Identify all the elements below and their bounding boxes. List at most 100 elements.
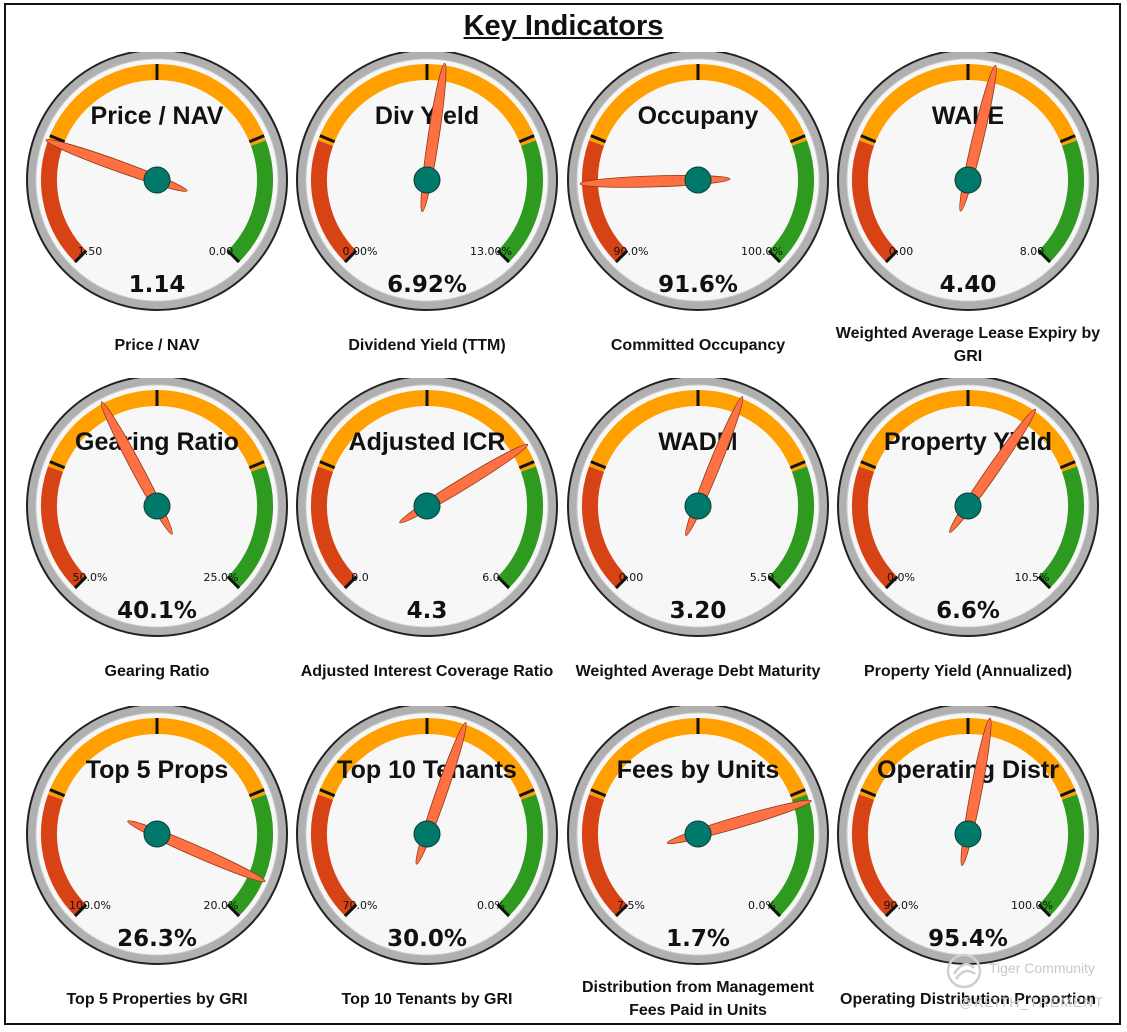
gauge-min-label: 0.0: [351, 571, 369, 584]
gauge-band-green: [768, 466, 814, 589]
gauge-min-label: 0.00: [889, 245, 914, 258]
gauge-tick: [49, 134, 66, 144]
gauge-tick: [248, 788, 265, 798]
gauge-tick: [789, 788, 806, 798]
gauge-name: Fees by Units: [617, 756, 780, 784]
gauge-card: Price / NAV 1.50 0.00 1.14 Price / NAV: [22, 52, 292, 378]
gauge-dial: Top 10 Tenants 70.0% 0.0% 30.0%: [296, 706, 558, 965]
gauge-band-red: [41, 794, 87, 917]
gauge-tick: [496, 903, 511, 918]
gauge-min-label: 90.0%: [884, 899, 919, 912]
gauge-dial: Gearing Ratio 50.0% 25.0% 40.1%: [26, 378, 288, 637]
gauge-min-label: 50.0%: [73, 571, 108, 584]
gauge-tick: [1037, 575, 1052, 590]
gauge-value: 1.14: [129, 272, 186, 298]
gauge-value: 4.40: [940, 272, 997, 298]
gauge-tick: [884, 903, 899, 918]
gauge-tick: [518, 788, 535, 798]
gauge-band-green: [768, 140, 814, 263]
gauge-min-label: 7.5%: [617, 899, 645, 912]
gauge-dial: Top 5 Props 100.0% 20.0% 26.3%: [26, 706, 288, 965]
gauge-tick: [590, 460, 607, 470]
watermark: Tiger Community @KEITH_TREMENT: [945, 948, 1115, 1018]
gauge-dial: Occupany 90.0% 100.0% 91.6%: [567, 52, 829, 311]
gauge-hub: [413, 492, 441, 520]
gauge-tick: [1037, 249, 1052, 264]
gauge-max-label: 100.0%: [1011, 899, 1053, 912]
gauge-band-green: [1038, 466, 1084, 589]
gauge-name: Occupany: [638, 102, 759, 130]
gauge-tick: [319, 134, 336, 144]
gauge-dial: Property Yield 0.0% 10.5% 6.6%: [837, 378, 1099, 637]
gauge-tick: [767, 903, 782, 918]
gauge-band-green: [1038, 794, 1084, 917]
gauge-name: Price / NAV: [91, 102, 224, 130]
gauge-name: Top 5 Props: [86, 756, 229, 784]
gauge-dial: Adjusted ICR 0.0 6.0 4.3: [296, 378, 558, 637]
gauge-value: 4.3: [407, 598, 448, 624]
gauge-hub: [954, 492, 982, 520]
gauge-caption: Adjusted Interest Coverage Ratio: [300, 663, 554, 680]
gauge-band-red: [41, 140, 87, 263]
gauge-band-green: [497, 466, 543, 589]
gauge-value: 3.20: [670, 598, 727, 624]
gauge-hub: [143, 492, 171, 520]
dashboard-frame: [4, 3, 1121, 1025]
gauge-band-green: [1038, 140, 1084, 263]
gauge-band-red: [852, 466, 898, 589]
gauge-band-red: [852, 140, 898, 263]
gauge-hub: [954, 820, 982, 848]
gauge-tick: [73, 249, 88, 264]
gauge-card: WADM 0.00 5.50 3.20 Weighted Average Debt Ma…: [563, 378, 833, 704]
gauge-card: Fees by Units 7.5% 0.0% 1.7% Distribution fr…: [563, 706, 833, 1032]
watermark-user: @KEITH_TREMENT: [959, 994, 1104, 1010]
gauge-caption: Distribution from Management Fees Paid i…: [581, 979, 814, 1019]
tiger-logo-icon: [946, 953, 982, 989]
gauge-band-green: [768, 794, 814, 917]
gauge-value: 91.6%: [658, 272, 738, 298]
gauge-tick: [226, 575, 241, 590]
gauge-value: 6.6%: [936, 598, 1000, 624]
gauge-dial: WALE 0.00 8.00 4.40: [837, 52, 1099, 311]
gauge-name: Div Yield: [375, 102, 479, 130]
gauge-min-label: 0.0%: [887, 571, 915, 584]
gauge-min-label: 1.50: [78, 245, 103, 258]
gauge-card: Div Yield 0.00% 13.00% 6.92% Dividend Yield …: [292, 52, 562, 378]
gauge-name: Property Yield: [884, 428, 1052, 456]
gauge-tick: [884, 249, 899, 264]
gauge-hub: [413, 166, 441, 194]
gauge-tick: [614, 249, 629, 264]
gauge-caption: Gearing Ratio: [104, 663, 210, 680]
gauge-min-label: 70.0%: [343, 899, 378, 912]
gauge-caption: Price / NAV: [114, 337, 200, 354]
gauge-caption: Top 10 Tenants by GRI: [341, 991, 513, 1008]
gauge-value: 30.0%: [387, 926, 467, 952]
gauge-tick: [1059, 134, 1076, 144]
gauge-max-label: 20.0%: [204, 899, 239, 912]
gauge-max-label: 13.00%: [470, 245, 512, 258]
gauge-tick: [226, 249, 241, 264]
gauge-dial: Operating Distr 90.0% 100.0% 95.4%: [837, 706, 1099, 965]
gauge-hub: [143, 166, 171, 194]
gauge-band-red: [582, 794, 628, 917]
gauge-min-label: 0.00%: [343, 245, 378, 258]
gauge-tick: [789, 134, 806, 144]
gauge-band-red: [41, 466, 87, 589]
gauge-caption: Operating Distribution Proportion: [840, 991, 1096, 1008]
gauge-value: 1.7%: [666, 926, 730, 952]
gauge-max-label: 8.00: [1020, 245, 1045, 258]
gauge-band-red: [582, 466, 628, 589]
gauge-tick: [496, 575, 511, 590]
gauge-name: Gearing Ratio: [75, 428, 239, 456]
gauge-name: Operating Distr: [877, 756, 1059, 784]
gauge-hub: [684, 166, 712, 194]
gauge-tick: [518, 460, 535, 470]
gauge-tick: [590, 134, 607, 144]
gauge-tick: [614, 575, 629, 590]
gauge-dial: Price / NAV 1.50 0.00 1.14: [26, 52, 288, 311]
gauge-card: Occupany 90.0% 100.0% 91.6% Committed Occupa…: [563, 52, 833, 378]
gauge-caption: Weighted Average Lease Expiry by GRI: [835, 325, 1101, 365]
gauge-min-label: 0.00: [619, 571, 644, 584]
gauge-tick: [614, 903, 629, 918]
